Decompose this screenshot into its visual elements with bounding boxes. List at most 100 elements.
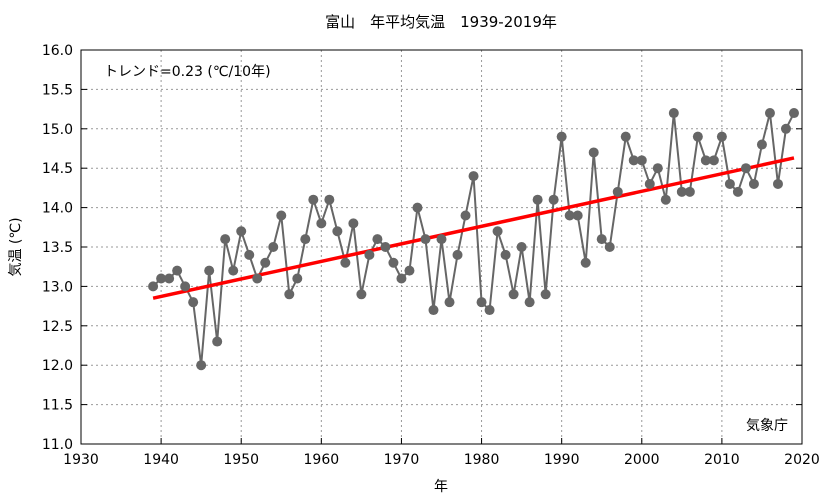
data-point <box>332 226 343 237</box>
y-tick-label: 11.5 <box>42 398 73 414</box>
data-point <box>652 163 663 174</box>
data-point <box>292 273 303 284</box>
data-point <box>508 289 519 300</box>
data-point <box>412 202 423 213</box>
y-tick-label: 15.5 <box>42 82 73 98</box>
data-point <box>588 147 599 158</box>
x-tick-label: 1930 <box>63 452 99 468</box>
data-point <box>468 171 479 182</box>
y-tick-label: 11.0 <box>42 437 73 453</box>
data-point <box>316 218 327 229</box>
data-point <box>708 155 719 166</box>
data-point <box>660 194 671 205</box>
data-point <box>156 273 167 284</box>
data-point <box>764 108 775 119</box>
x-tick-label: 2010 <box>704 452 740 468</box>
data-point <box>300 234 311 245</box>
y-tick-label: 14.5 <box>42 161 73 177</box>
source-label: 気象庁 <box>746 418 788 434</box>
x-tick-label: 1980 <box>464 452 500 468</box>
data-point <box>716 131 727 142</box>
chart-title: 富山 年平均気温 1939-2019年 <box>325 13 557 31</box>
data-point <box>452 249 463 260</box>
data-point <box>356 289 367 300</box>
x-tick-label: 1990 <box>544 452 580 468</box>
data-point <box>580 257 591 268</box>
data-point <box>180 281 191 292</box>
data-point <box>748 178 759 189</box>
x-tick-label: 2000 <box>624 452 660 468</box>
data-point <box>284 289 295 300</box>
data-point <box>772 178 783 189</box>
y-tick-label: 15.0 <box>42 122 73 138</box>
data-point <box>196 360 207 371</box>
trend-annotation: トレンド=0.23 (℃/10年) <box>104 64 271 80</box>
data-point <box>460 210 471 221</box>
data-point <box>308 194 319 205</box>
data-point <box>636 155 647 166</box>
data-point <box>172 265 183 276</box>
data-point <box>428 305 439 316</box>
data-point <box>388 257 399 268</box>
data-point <box>348 218 359 229</box>
data-point <box>276 210 287 221</box>
data-point <box>556 131 567 142</box>
data-point <box>340 257 351 268</box>
y-tick-label: 12.0 <box>42 358 73 374</box>
data-point <box>532 194 543 205</box>
data-point <box>548 194 559 205</box>
data-point <box>524 297 535 308</box>
y-tick-label: 13.5 <box>42 240 73 256</box>
data-point <box>164 273 175 284</box>
y-tick-label: 12.5 <box>42 319 73 335</box>
data-point <box>364 249 375 260</box>
data-point <box>628 155 639 166</box>
data-point <box>788 108 799 119</box>
data-point <box>540 289 551 300</box>
data-point <box>740 163 751 174</box>
data-point <box>444 297 455 308</box>
data-point <box>372 234 383 245</box>
x-tick-label: 1940 <box>143 452 179 468</box>
data-point <box>692 131 703 142</box>
data-point <box>756 139 767 150</box>
data-point <box>220 234 231 245</box>
data-point <box>268 242 279 252</box>
y-tick-label: 13.0 <box>42 279 73 295</box>
data-point <box>396 273 407 284</box>
data-point <box>644 178 655 189</box>
data-point <box>780 123 791 134</box>
data-point <box>732 186 743 197</box>
x-tick-label: 1950 <box>223 452 259 468</box>
y-tick-label: 16.0 <box>42 43 73 59</box>
data-point <box>668 108 679 119</box>
x-tick-label: 1960 <box>304 452 340 468</box>
data-point <box>404 265 415 276</box>
data-point <box>492 226 503 237</box>
y-tick-label: 14.0 <box>42 201 73 217</box>
temperature-line <box>152 112 795 366</box>
data-point <box>484 305 495 316</box>
data-point <box>684 186 695 197</box>
data-point <box>244 249 255 260</box>
data-point <box>620 131 631 142</box>
x-axis-label: 年 <box>434 479 448 495</box>
x-tick-label: 1970 <box>384 452 420 468</box>
data-point <box>228 265 239 276</box>
data-point <box>572 210 583 221</box>
data-point <box>204 265 215 276</box>
data-point <box>188 297 199 308</box>
data-point <box>596 234 607 245</box>
data-point <box>324 194 335 205</box>
data-point <box>676 186 687 197</box>
data-point <box>148 281 159 292</box>
data-point <box>500 249 511 260</box>
data-point <box>420 234 431 245</box>
data-point <box>260 257 271 268</box>
data-point <box>604 242 615 252</box>
data-point <box>476 297 487 308</box>
data-point <box>212 336 223 347</box>
data-point <box>564 210 575 221</box>
